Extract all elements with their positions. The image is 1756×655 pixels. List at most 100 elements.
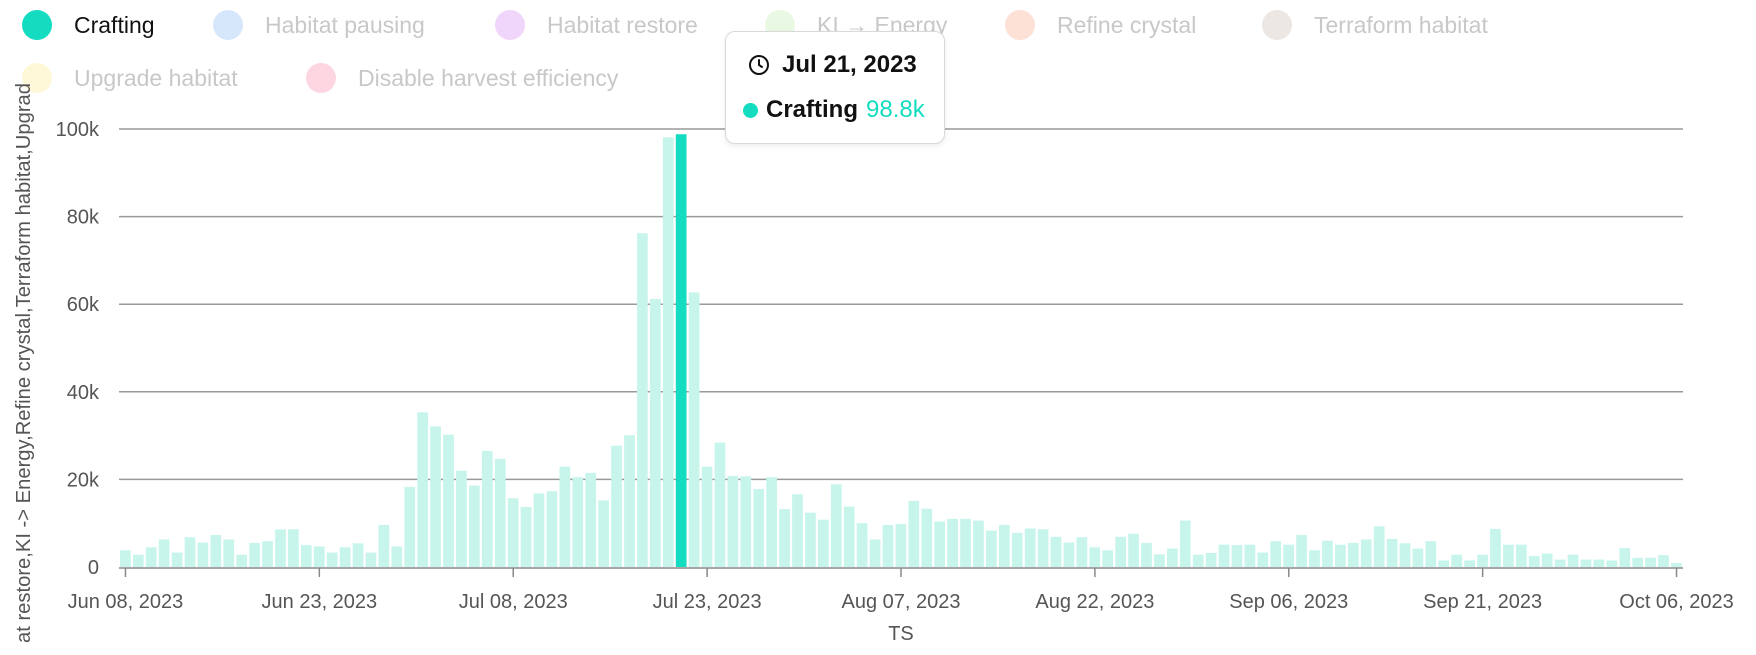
- bar[interactable]: [779, 509, 790, 567]
- bar[interactable]: [1438, 560, 1450, 567]
- bar[interactable]: [1593, 559, 1605, 567]
- bar[interactable]: [404, 486, 416, 567]
- bar[interactable]: [1554, 559, 1566, 567]
- bar[interactable]: [546, 491, 558, 567]
- legend-item[interactable]: Refine crystal: [1005, 10, 1196, 40]
- bar[interactable]: [986, 530, 997, 567]
- bar[interactable]: [494, 458, 506, 567]
- bar-highlighted[interactable]: [675, 134, 687, 568]
- bar[interactable]: [507, 498, 519, 567]
- bar[interactable]: [805, 512, 816, 567]
- legend-item[interactable]: Habitat restore: [495, 10, 698, 40]
- bar[interactable]: [1231, 545, 1243, 567]
- bar[interactable]: [223, 539, 235, 567]
- bar[interactable]: [171, 552, 183, 567]
- bar[interactable]: [766, 477, 778, 567]
- bar[interactable]: [934, 521, 946, 567]
- bar[interactable]: [391, 546, 403, 567]
- bar[interactable]: [1128, 533, 1139, 567]
- bar[interactable]: [1179, 520, 1191, 567]
- bar[interactable]: [998, 524, 1010, 567]
- bar[interactable]: [339, 547, 351, 567]
- legend-item[interactable]: Terraform habitat: [1262, 10, 1488, 40]
- bar[interactable]: [1412, 548, 1424, 567]
- bar[interactable]: [1671, 563, 1682, 567]
- bar[interactable]: [275, 529, 286, 567]
- bar[interactable]: [1490, 528, 1501, 567]
- bar[interactable]: [908, 500, 920, 567]
- bar[interactable]: [249, 542, 260, 567]
- bar[interactable]: [1024, 528, 1036, 567]
- bar[interactable]: [1270, 541, 1282, 567]
- bar[interactable]: [727, 475, 739, 567]
- bar[interactable]: [1205, 552, 1217, 567]
- bar[interactable]: [1322, 540, 1333, 567]
- bar[interactable]: [1257, 552, 1269, 567]
- bar[interactable]: [714, 442, 726, 567]
- bar[interactable]: [1089, 547, 1101, 567]
- bar[interactable]: [1076, 537, 1088, 567]
- bar[interactable]: [882, 524, 894, 567]
- bar[interactable]: [1154, 554, 1165, 567]
- bar[interactable]: [649, 298, 661, 567]
- bar[interactable]: [895, 524, 907, 567]
- bar[interactable]: [1335, 544, 1346, 567]
- bar[interactable]: [533, 493, 545, 567]
- bar[interactable]: [481, 450, 493, 567]
- bar[interactable]: [830, 484, 842, 567]
- bar[interactable]: [973, 520, 984, 567]
- bar[interactable]: [313, 546, 325, 567]
- bar[interactable]: [132, 554, 144, 567]
- bar[interactable]: [158, 539, 170, 567]
- bar[interactable]: [1503, 544, 1514, 567]
- bar[interactable]: [960, 518, 971, 567]
- bar[interactable]: [662, 137, 674, 567]
- bar[interactable]: [817, 519, 829, 567]
- bar[interactable]: [184, 537, 196, 567]
- legend-item[interactable]: Upgrade habitat: [22, 63, 238, 93]
- bar[interactable]: [430, 426, 441, 567]
- bar[interactable]: [326, 552, 338, 567]
- bar[interactable]: [443, 434, 454, 567]
- bar[interactable]: [1425, 541, 1437, 567]
- bar[interactable]: [1037, 529, 1049, 567]
- bar[interactable]: [598, 500, 609, 567]
- bar[interactable]: [1309, 550, 1320, 567]
- bar[interactable]: [1580, 559, 1592, 567]
- bar[interactable]: [352, 543, 364, 567]
- bar[interactable]: [1192, 554, 1204, 567]
- bar[interactable]: [1567, 554, 1579, 567]
- legend-item[interactable]: Habitat pausing: [213, 10, 425, 40]
- bar[interactable]: [120, 550, 131, 567]
- bar[interactable]: [688, 292, 700, 567]
- bar[interactable]: [1011, 532, 1023, 567]
- bar[interactable]: [1399, 543, 1411, 567]
- bar[interactable]: [1606, 560, 1618, 567]
- bar[interactable]: [456, 470, 467, 567]
- bar[interactable]: [792, 494, 803, 567]
- bar[interactable]: [585, 472, 597, 567]
- bar[interactable]: [856, 523, 868, 567]
- bar[interactable]: [210, 535, 222, 567]
- bar[interactable]: [417, 412, 429, 567]
- bar[interactable]: [1386, 538, 1398, 567]
- bar[interactable]: [1063, 542, 1075, 567]
- bar[interactable]: [145, 547, 157, 567]
- bar[interactable]: [1115, 536, 1126, 567]
- bar[interactable]: [1515, 544, 1527, 567]
- bar[interactable]: [1296, 535, 1307, 567]
- legend-item[interactable]: Crafting: [22, 10, 155, 40]
- bar[interactable]: [262, 541, 273, 567]
- bar[interactable]: [1050, 536, 1062, 567]
- bar[interactable]: [1464, 560, 1475, 567]
- bar[interactable]: [1244, 544, 1256, 567]
- bar[interactable]: [1347, 542, 1359, 567]
- bar[interactable]: [1166, 548, 1178, 567]
- bar[interactable]: [468, 485, 480, 567]
- bar[interactable]: [288, 529, 299, 567]
- bar[interactable]: [843, 506, 855, 567]
- bar[interactable]: [1528, 556, 1540, 567]
- bar[interactable]: [611, 445, 622, 567]
- bar[interactable]: [740, 476, 752, 567]
- legend-item[interactable]: Disable harvest efficiency: [306, 63, 619, 93]
